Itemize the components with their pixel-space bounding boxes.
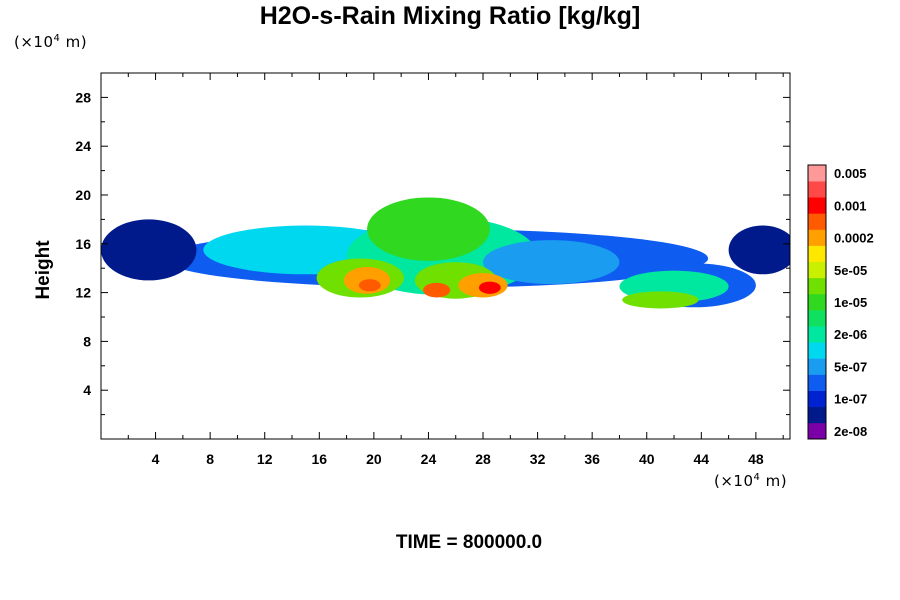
x-tick-label: 8 [206,451,214,467]
x-tick-label: 28 [475,451,491,467]
colorbar-label: 1e-07 [834,392,867,407]
colorbar-label: 0.0002 [834,231,874,246]
field-region-15 [478,281,501,294]
colorbar-swatch [808,358,826,375]
field-region-1 [101,219,197,281]
colorbar-swatch [808,406,826,424]
colorbar-swatch [808,277,826,295]
y-tick-label: 8 [83,333,91,349]
x-tick-label: 32 [530,451,546,467]
plot-frame [100,72,791,440]
field-region-8 [367,197,490,261]
colorbar-label: 2e-08 [834,424,867,439]
colorbar-label: 0.005 [834,166,867,181]
field-layer [101,197,790,309]
field-region-14 [422,282,451,298]
colorbar-swatch [808,293,826,311]
colorbar-frame [807,164,827,440]
x-tick-label: 4 [152,451,160,467]
colorbar-swatch [808,374,826,391]
x-tick-label: 44 [694,451,710,467]
x-tick-label: 36 [584,451,600,467]
y-tick-label: 4 [83,382,91,398]
x-tick-label: 48 [748,451,764,467]
colorbar-label: 5e-05 [834,263,867,278]
colorbar-swatch [808,181,826,198]
field-region-6 [483,240,620,285]
colorbar-label: 0.001 [834,198,867,213]
x-tick-label: 16 [312,451,328,467]
colorbar-swatch [808,229,826,246]
x-axis-unit: (×104 m) [714,472,788,490]
y-axis-unit: (×104 m) [14,33,88,51]
y-tick-label: 28 [75,89,91,105]
colorbar-swatch [808,245,826,263]
chart-title: H2O-s-Rain Mixing Ratio [kg/kg] [259,2,641,30]
colorbar-swatch [808,390,826,408]
colorbar-swatch [808,197,826,214]
x-tick-label: 12 [257,451,273,467]
y-tick-label: 20 [75,187,91,203]
colorbar-label: 2e-06 [834,327,867,342]
colorbar-swatch [808,213,826,230]
y-tick-label: 16 [75,236,91,252]
colorbar-label: 5e-07 [834,359,867,374]
field-region-16 [358,279,381,292]
y-tick-label: 12 [75,285,91,301]
field-region-2 [728,225,790,275]
colorbar-swatch [808,326,826,343]
colorbar-swatch [808,310,826,327]
colorbar-swatch [808,342,826,359]
x-tick-label: 24 [421,451,437,467]
field-region-11 [622,291,699,309]
x-tick-label: 20 [366,451,382,467]
time-label: TIME = 800000.0 [395,532,543,553]
y-tick-label: 24 [75,138,91,154]
colorbar: 2e-08 1e-07 5e-07 2e-06 1e-05 5e-05 0.0002 0.00… [807,164,874,440]
colorbar-swatch [808,165,826,182]
colorbar-label: 1e-05 [834,295,867,310]
colorbar-swatch [808,422,826,440]
x-tick-label: 40 [639,451,655,467]
colorbar-swatch [808,261,826,279]
